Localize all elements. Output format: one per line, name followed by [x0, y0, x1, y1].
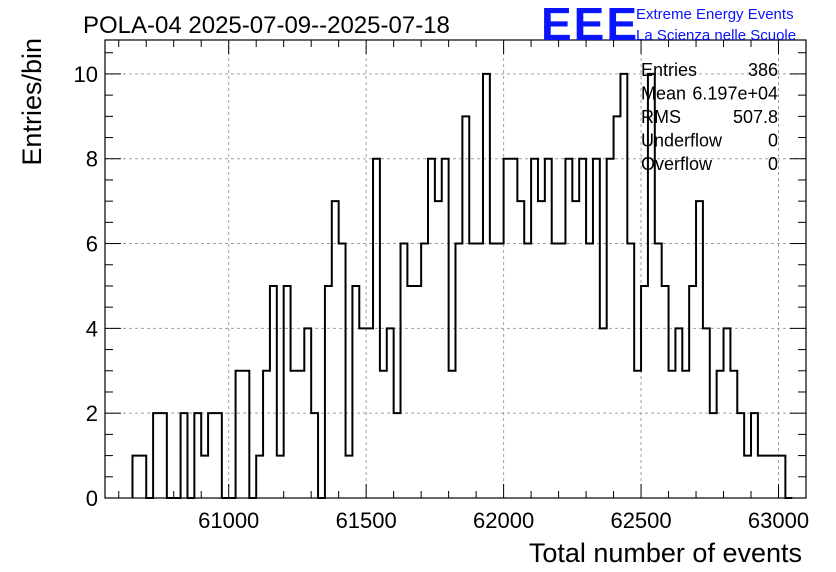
y-tick-label: 6	[86, 232, 98, 257]
stats-label: Overflow	[641, 154, 713, 174]
logo-line2: La Scienza nelle Scuole	[636, 27, 796, 44]
stats-label: Entries	[641, 60, 697, 80]
y-tick-label: 0	[86, 486, 98, 511]
y-tick-label: 8	[86, 147, 98, 172]
y-tick-labels: 0 2 4 6 8 10	[74, 62, 98, 511]
x-tick-label: 62000	[473, 508, 534, 533]
stats-label: Mean	[641, 84, 686, 104]
eee-logo: EEE Extreme Energy Events La Scienza nel…	[541, 0, 796, 50]
x-tick-label: 61500	[336, 508, 397, 533]
logo-letters: EEE	[541, 0, 639, 50]
x-tick-labels: 61000 61500 62000 62500 63000	[198, 508, 809, 533]
stats-value: 507.8	[733, 107, 778, 127]
stats-label: RMS	[641, 107, 681, 127]
stats-value: 386	[748, 60, 778, 80]
stats-value: 0	[768, 131, 778, 151]
y-tick-label: 10	[74, 62, 98, 87]
stats-label: Underflow	[641, 131, 723, 151]
logo-line1: Extreme Energy Events	[636, 6, 794, 23]
plot-frame	[104, 39, 807, 499]
y-tick-label: 4	[86, 316, 98, 341]
y-axis-label: Entries/bin	[17, 38, 47, 166]
stats-value: 6.197e+04	[692, 84, 778, 104]
x-axis-label: Total number of events	[529, 538, 802, 568]
y-tick-label: 2	[86, 401, 98, 426]
chart-title: POLA-04 2025-07-09--2025-07-18	[83, 12, 450, 39]
axis-ticks	[105, 40, 807, 499]
stats-box: Entries 386 Mean 6.197e+04 RMS 507.8 Underflow…	[641, 60, 778, 174]
x-tick-label: 61000	[198, 508, 259, 533]
x-tick-label: 63000	[748, 508, 809, 533]
stats-value: 0	[768, 154, 778, 174]
x-tick-label: 62500	[610, 508, 671, 533]
